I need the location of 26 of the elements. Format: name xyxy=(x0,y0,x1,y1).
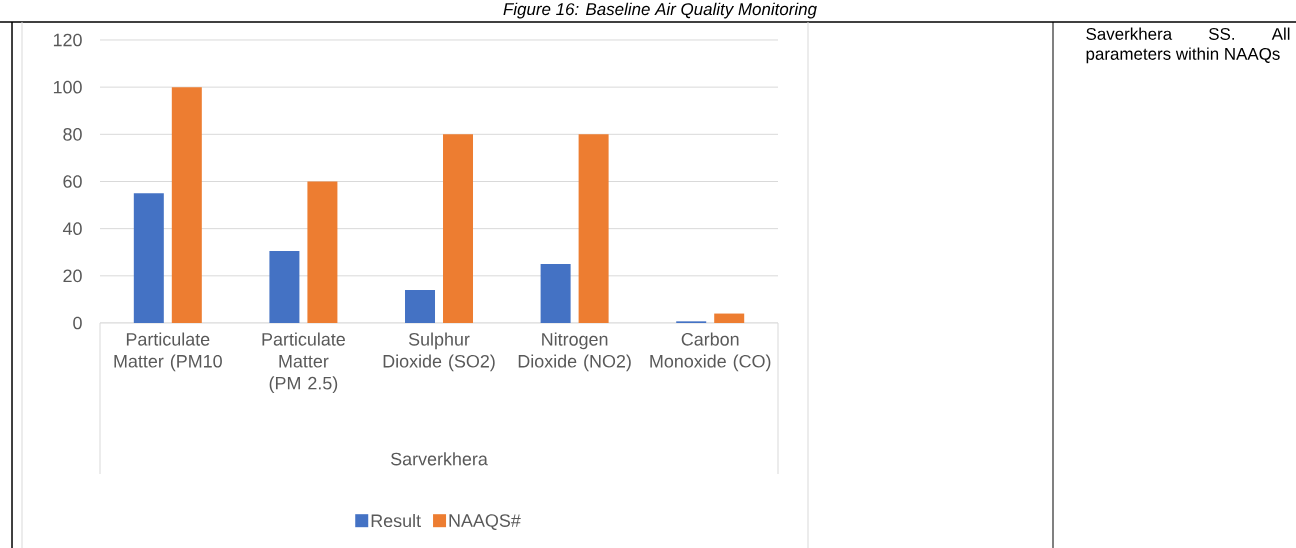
x-axis-title: Sarverkhera xyxy=(390,452,488,466)
bar xyxy=(540,264,571,323)
y-tick-label: 0 xyxy=(73,316,82,330)
bar xyxy=(269,251,300,323)
y-tick-label: 80 xyxy=(63,127,82,141)
x-tick-label: Sulphur Dioxide (SO2) xyxy=(383,332,495,372)
legend-label: NAAQS# xyxy=(449,514,521,531)
x-tick-label: Nitrogen Dioxide (NO2) xyxy=(518,332,631,372)
y-tick-label: 100 xyxy=(53,80,82,94)
bar xyxy=(133,193,164,323)
x-tick-label: Particulate Matter (PM 2.5) xyxy=(262,332,345,394)
y-tick-label: 20 xyxy=(63,269,82,283)
chart-title: Figure 16: Baseline Air Quality Monitoring xyxy=(503,2,817,19)
x-tick-label: Particulate Matter (PM10 xyxy=(114,332,222,372)
legend-label: Result xyxy=(371,513,421,528)
bar xyxy=(714,313,745,323)
text: Saverkhera SS. All parameters within NAAQs xyxy=(1086,27,1290,64)
bar xyxy=(578,134,609,323)
bar xyxy=(405,289,436,323)
y-tick-label: 60 xyxy=(63,175,82,188)
bar xyxy=(307,181,338,323)
y-tick-label: 40 xyxy=(62,222,82,235)
bar xyxy=(443,134,474,323)
x-tick-label: Carbon Monoxide (CO) xyxy=(650,332,771,372)
bar xyxy=(171,87,202,323)
y-tick-label: 120 xyxy=(53,33,82,47)
